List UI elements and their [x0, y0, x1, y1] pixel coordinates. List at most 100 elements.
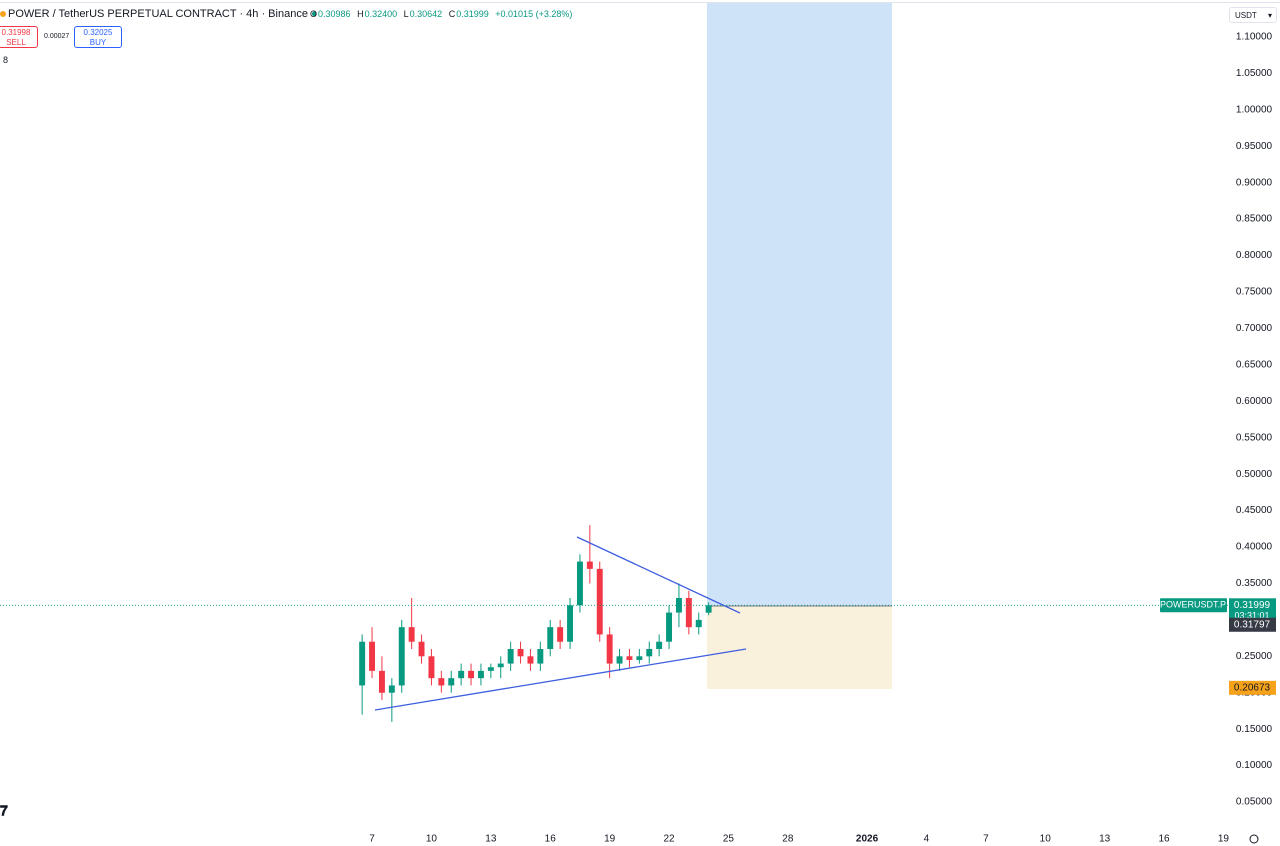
x-tick-label: 19 [604, 834, 616, 845]
x-tick-label: 22 [663, 834, 675, 845]
y-tick-label: 0.40000 [1236, 542, 1273, 553]
ohlc-label: H [357, 9, 364, 19]
candle-body [646, 649, 653, 657]
candle-body [606, 634, 613, 664]
candle-body [666, 612, 673, 642]
candle-body [458, 670, 465, 679]
y-tick-label: 0.45000 [1236, 505, 1273, 516]
candle-body [685, 598, 692, 628]
sell-label: SELL [6, 38, 26, 47]
ohlc-label: O [310, 9, 318, 19]
candle-body [448, 678, 455, 686]
price-tag-label: 0.31797 [1234, 619, 1271, 630]
y-tick-label: 0.60000 [1236, 396, 1273, 407]
candle-body [636, 656, 643, 660]
x-tick-label: 10 [426, 834, 438, 845]
candle-body [547, 627, 554, 650]
symbol-label: POWERUSDT.P [1160, 600, 1226, 610]
y-tick-label: 0.80000 [1236, 250, 1273, 261]
y-tick-label: 0.05000 [1236, 797, 1273, 808]
price-tag [1229, 680, 1276, 695]
indicator-count[interactable]: 8 [3, 55, 9, 65]
candle-body [576, 561, 583, 606]
y-tick-label: 0.10000 [1236, 760, 1273, 771]
candle-body [477, 670, 484, 679]
title: POWER / TetherUS PERPETUAL CONTRACT · 4h… [8, 8, 308, 20]
x-tick-label: 13 [485, 834, 497, 845]
candle-body [408, 627, 415, 642]
loss-zone [707, 606, 892, 689]
currency-select[interactable]: USDT ▾ [1229, 7, 1277, 23]
logo: 𝟕 [0, 803, 8, 819]
ohlc-value: 0.32400 [364, 9, 398, 19]
ohlc-value: 0.30642 [409, 9, 443, 19]
countdown: 03:31:01 [1234, 611, 1269, 621]
candle-body [388, 685, 395, 693]
x-tick-label: 4 [924, 834, 930, 845]
ohlc-value: 0.30986 [318, 9, 351, 19]
candle-body [398, 627, 405, 686]
candle-body [557, 627, 564, 642]
profit-zone [707, 3, 892, 606]
x-tick-label: 7 [983, 834, 989, 845]
x-tick-label: 2026 [856, 834, 879, 845]
x-tick-label: 19 [1218, 834, 1230, 845]
candle-body [369, 641, 376, 671]
y-tick-label: 0.95000 [1236, 141, 1273, 152]
candle-body [359, 641, 366, 686]
symbol-title: POWER / TetherUS PERPETUAL CONTRACT · 4h… [0, 8, 318, 20]
price-tag-label: 0.31999 [1234, 600, 1271, 611]
buy-label: BUY [89, 38, 107, 47]
y-tick-label: 0.50000 [1236, 469, 1273, 480]
candle-body [705, 605, 712, 613]
y-tick-label: 1.10000 [1236, 32, 1273, 43]
y-tick-label: 1.05000 [1236, 68, 1273, 79]
price-tag [1229, 617, 1276, 632]
ohlc-label: C [448, 9, 456, 19]
symbol-tag [1160, 598, 1227, 613]
upper-trendline [576, 536, 741, 614]
x-tick-label: 7 [369, 834, 375, 845]
candle-body [378, 670, 385, 693]
candle-body [537, 649, 544, 664]
candle-body [527, 656, 534, 664]
candles [359, 525, 712, 722]
y-tick-label: 0.70000 [1236, 323, 1273, 334]
candle-body [616, 656, 623, 664]
candle-body [497, 663, 504, 668]
candle-body [428, 656, 435, 679]
x-tick-label: 13 [1099, 834, 1111, 845]
ohlc-label: L [403, 9, 409, 19]
x-tick-label: 10 [1040, 834, 1052, 845]
candle-body [418, 641, 425, 657]
buy-button[interactable]: 0.32025 BUY [74, 26, 122, 48]
buy-price: 0.32025 [83, 28, 113, 37]
candle-body [626, 656, 633, 660]
candle-body [695, 619, 702, 628]
y-tick-label: 0.15000 [1236, 724, 1273, 735]
y-tick-label: 0.90000 [1236, 177, 1273, 188]
candle-body [438, 678, 445, 686]
candle-body [567, 605, 574, 642]
y-tick-label: 0.75000 [1236, 287, 1273, 298]
sell-button[interactable]: 0.31998 SELL [0, 26, 38, 48]
candle-body [487, 667, 494, 671]
candle-body [517, 649, 524, 657]
y-tick-label: 0.85000 [1236, 214, 1273, 225]
x-tick-label: 25 [723, 834, 735, 845]
y-tick-label: 1.00000 [1236, 104, 1273, 115]
candle-body [507, 649, 514, 664]
lower-trendline [374, 648, 747, 711]
price-tag-label: 0.20673 [1234, 682, 1271, 693]
ohlc-value: 0.31999 [456, 9, 489, 19]
y-tick-label: 0.35000 [1236, 578, 1273, 589]
spread: 0.00027 [44, 33, 70, 40]
candle-body [596, 568, 603, 635]
x-tick-label: 16 [1158, 834, 1170, 845]
settings-icon[interactable] [1249, 834, 1259, 844]
y-tick-label: 0.65000 [1236, 359, 1273, 370]
ohlc: O0.30986 H0.32400 L0.30642 C0.31999 +0.0… [310, 9, 576, 19]
x-tick-label: 28 [782, 834, 794, 845]
